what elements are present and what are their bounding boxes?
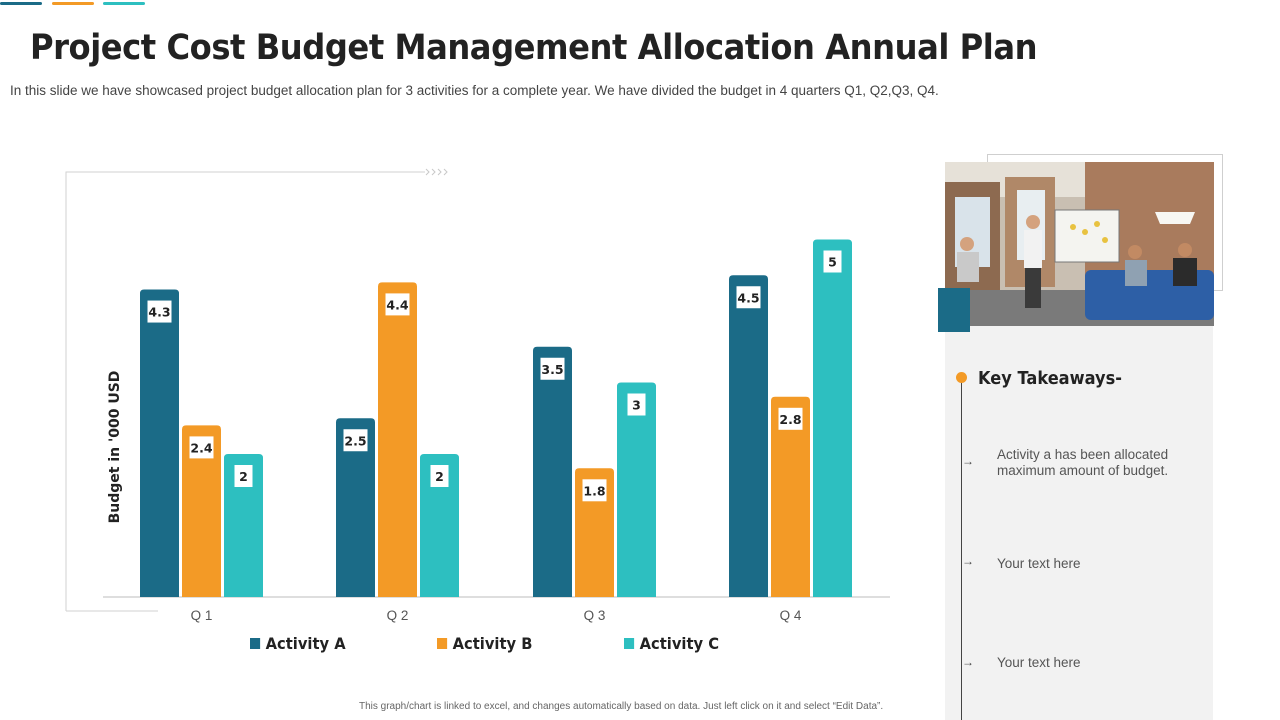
- x-tick-label: Q 1: [191, 608, 213, 623]
- chart-data-labels: 4.3 2.4 2 2.5 4.4 2 3.5 1.8 3 4.5 2.8 5: [147, 250, 842, 502]
- legend-swatch-b: [437, 638, 448, 649]
- legend-activity-b: Activity B: [437, 634, 532, 653]
- bar-activity-a-4: [729, 275, 768, 597]
- bar-activity-c-2: [420, 454, 459, 597]
- legend-activity-c: Activity C: [624, 634, 719, 653]
- data-label: 2.8: [779, 412, 801, 427]
- page-subtitle: In this slide we have showcased project …: [10, 83, 939, 98]
- legend-swatch-a: [250, 638, 261, 649]
- data-label-box: [540, 357, 565, 380]
- takeaways-panel: [945, 325, 1213, 720]
- bar-activity-a-3: [533, 346, 572, 597]
- x-tick-label: Q 4: [780, 608, 802, 623]
- bar-activity-c-4: [813, 239, 852, 597]
- data-label-box: [385, 293, 410, 316]
- y-axis-label: Budget in '000 USD: [107, 371, 123, 524]
- bar-activity-b-2: [378, 282, 417, 597]
- data-label: 1.8: [583, 483, 605, 498]
- timeline-dot: [956, 372, 967, 383]
- takeaway-text-2: Your text here: [997, 556, 1081, 571]
- legend-label-a: Activity A: [265, 634, 346, 653]
- legend-label-c: Activity C: [639, 634, 720, 653]
- office-photo: [945, 162, 1214, 326]
- data-label: 2.4: [190, 440, 212, 455]
- data-label: 2: [239, 469, 248, 484]
- data-label: 4.4: [386, 297, 408, 312]
- arrow-right-icon: →: [962, 655, 974, 669]
- page-title: Project Cost Budget Management Allocatio…: [30, 28, 1038, 68]
- data-label-box: [627, 393, 646, 416]
- data-label: 5: [828, 255, 837, 270]
- footnote: This graph/chart is linked to excel, and…: [359, 701, 884, 712]
- data-label-box: [778, 407, 803, 430]
- data-label-box: [823, 250, 842, 273]
- x-tick-label: Q 2: [387, 608, 409, 623]
- bar-activity-c-1: [224, 454, 263, 597]
- chart-bars: [140, 239, 852, 597]
- photo-accent-block: [938, 288, 970, 332]
- bar-activity-b-1: [182, 425, 221, 597]
- data-label: 4.3: [148, 305, 170, 320]
- data-label-box: [430, 465, 449, 487]
- data-label-box: [189, 436, 214, 459]
- bar-activity-a-1: [140, 289, 179, 597]
- takeaway-text-3: Your text here: [997, 655, 1081, 670]
- data-label: 3: [632, 398, 641, 413]
- data-label: 2: [435, 469, 444, 484]
- arrow-right-icon: →: [962, 554, 974, 568]
- data-label: 3.5: [541, 362, 563, 377]
- bar-activity-c-3: [617, 382, 656, 597]
- accent-bar-2: [52, 2, 94, 5]
- chart-frame-border: [65, 171, 425, 611]
- data-label: 4.5: [737, 290, 759, 305]
- x-tick-label: Q 3: [584, 608, 606, 623]
- legend-activity-a: Activity A: [250, 634, 346, 653]
- accent-bar-3: [103, 2, 145, 5]
- arrow-right-icon: →: [962, 454, 974, 468]
- data-label-box: [343, 429, 368, 452]
- data-label-box: [736, 286, 761, 309]
- chart-x-ticks: Q 1 Q 2 Q 3 Q 4: [191, 608, 802, 623]
- takeaway-text-1: Activity a has been allocated maximum am…: [997, 447, 1169, 478]
- chevrons-icon: [425, 168, 448, 176]
- data-label-box: [147, 300, 172, 323]
- accent-bar-1: [0, 2, 42, 5]
- data-label-box: [234, 465, 253, 487]
- takeaways-title: Key Takeaways-: [978, 368, 1122, 389]
- data-label: 2.5: [344, 433, 366, 448]
- legend-swatch-c: [624, 638, 635, 649]
- timeline-line: [961, 380, 962, 720]
- bar-activity-b-4: [771, 396, 810, 597]
- data-label-box: [582, 479, 607, 502]
- bar-activity-a-2: [336, 418, 375, 597]
- legend-label-b: Activity B: [452, 634, 533, 653]
